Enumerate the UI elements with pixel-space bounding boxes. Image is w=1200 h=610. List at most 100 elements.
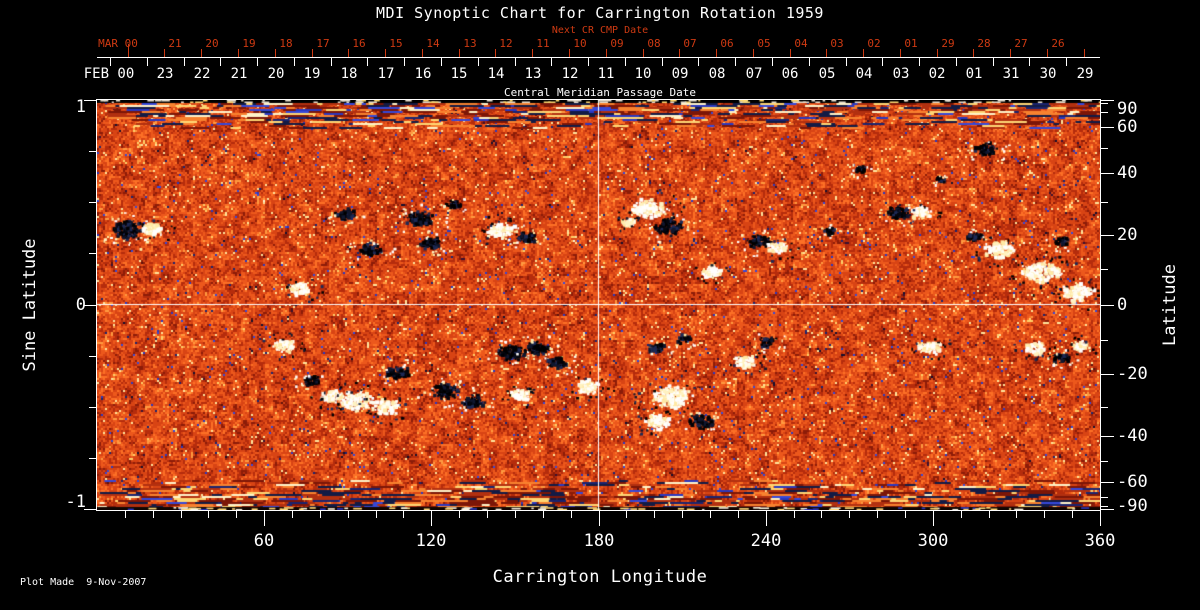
cmp-day-tick [478,58,479,66]
latitude-tick [1101,173,1114,174]
latitude-tick [1101,202,1108,203]
cmp-day-tick [662,58,663,66]
longitude-tick [376,511,377,518]
longitude-tick [961,511,962,518]
sine-latitude-tick-label: 1 [75,97,86,117]
longitude-tick [710,511,711,518]
next-cr-day-label: 08 [647,37,661,50]
next-cr-day-tick [753,49,754,57]
next-cr-day-label: 02 [867,37,881,50]
cmp-day-label: 31 [1002,66,1020,82]
latitude-tick-label: 40 [1117,163,1138,183]
cmp-day-tick [625,58,626,66]
longitude-tick [571,511,572,518]
cmp-day-tick [331,58,332,66]
cmp-day-tick [1029,58,1030,66]
cmp-date-axis-line [97,57,1100,58]
next-cr-day-tick [459,49,460,57]
next-cr-day-tick [275,49,276,57]
longitude-tick [153,511,154,518]
latitude-tick [1101,100,1114,101]
next-cr-day-label: 04 [794,37,808,50]
longitude-tick [403,511,404,518]
sine-latitude-tick [89,356,96,357]
longitude-tick [181,511,182,518]
right-axis-title: Latitude [1160,264,1180,346]
longitude-tick [738,511,739,518]
next-cr-day-label: 29 [941,37,955,50]
next-cr-day-tick [128,44,129,57]
cmp-day-tick [956,58,957,66]
cmp-day-tick [588,58,589,66]
next-cr-day-label: 03 [830,37,844,50]
latitude-tick [1101,509,1114,510]
cmp-day-tick [441,58,442,66]
latitude-tick [1101,235,1114,236]
next-cr-day-label: 12 [499,37,513,50]
latitude-tick [1101,127,1114,128]
next-cr-day-tick [937,49,938,57]
latitude-tick [1101,482,1114,483]
sine-latitude-tick [89,253,96,254]
next-cr-day-tick [973,49,974,57]
cmp-day-label: 18 [340,66,358,82]
cmp-day-tick [367,58,368,66]
latitude-tick [1101,497,1108,498]
latitude-tick [1101,407,1108,408]
next-cr-day-tick [643,49,644,57]
cmp-day-label: 12 [561,66,579,82]
next-cr-day-label: 09 [610,37,624,50]
longitude-tick [264,511,265,526]
magnetogram-canvas [97,100,1100,510]
cmp-day-label: 11 [597,66,615,82]
next-cr-day-tick [790,49,791,57]
cmp-day-tick [404,58,405,66]
next-cr-day-tick [826,49,827,57]
next-cr-day-label: 13 [463,37,477,50]
cmp-day-tick [184,58,185,66]
longitude-tick [1044,511,1045,518]
sine-latitude-tick [84,305,96,306]
cmp-day-label: 03 [892,66,910,82]
latitude-tick [1101,305,1114,306]
next-cr-day-label: 21 [168,37,182,50]
latitude-tick-label: -90 [1117,496,1148,516]
longitude-tick [543,511,544,518]
longitude-tick [599,511,600,526]
cmp-day-tick [882,58,883,66]
longitude-tick [626,511,627,518]
longitude-tick-label: 240 [750,531,782,551]
longitude-tick [821,511,822,518]
synoptic-map-plot [96,99,1101,511]
cmp-day-label: 04 [855,66,873,82]
longitude-tick [794,511,795,518]
cmp-day-label: 13 [524,66,542,82]
cmp-day-label: 10 [634,66,652,82]
cmp-day-tick [809,58,810,66]
next-cr-day-label: 15 [389,37,403,50]
next-cr-day-label: 10 [573,37,587,50]
longitude-tick [766,511,767,526]
next-cr-day-tick [679,49,680,57]
longitude-tick-label: 300 [917,531,949,551]
longitude-tick [905,511,906,518]
cmp-day-label: 08 [708,66,726,82]
next-cr-day-label: 16 [352,37,366,50]
cmp-day-tick [551,58,552,66]
latitude-tick [1101,340,1108,341]
cmp-day-tick [147,58,148,66]
latitude-tick [1101,269,1108,270]
cmp-day-label: 02 [928,66,946,82]
next-cr-day-tick [164,49,165,57]
page-title: MDI Synoptic Chart for Carrington Rotati… [376,4,824,22]
sine-latitude-tick [84,509,96,510]
longitude-tick [348,511,349,518]
cmp-day-label: 01 [965,66,983,82]
next-cr-day-label: 01 [904,37,918,50]
next-cr-day-label: 27 [1014,37,1028,50]
latitude-tick-label: 60 [1117,117,1138,137]
next-cr-day-label: 05 [757,37,771,50]
cmp-day-label: 17 [377,66,395,82]
longitude-tick [1016,511,1017,518]
longitude-tick [877,511,878,518]
